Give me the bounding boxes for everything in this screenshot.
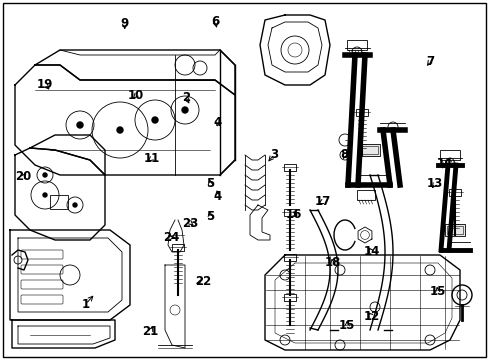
Bar [439, 150, 459, 160]
Bar [448, 189, 460, 196]
Text: 14: 14 [436, 157, 452, 170]
Bar [356, 190, 374, 200]
Circle shape [43, 173, 47, 177]
Bar [172, 244, 183, 251]
Circle shape [117, 127, 123, 133]
Text: 1: 1 [81, 298, 89, 311]
Circle shape [77, 122, 83, 128]
Text: 16: 16 [285, 208, 301, 221]
Circle shape [43, 193, 47, 197]
Text: 5: 5 [206, 177, 214, 190]
Bar [50, 195, 68, 209]
Text: 6: 6 [211, 15, 219, 28]
Text: 4: 4 [213, 116, 221, 129]
Text: 5: 5 [206, 210, 214, 222]
Text: 10: 10 [127, 89, 144, 102]
Text: 21: 21 [142, 325, 159, 338]
Text: 22: 22 [194, 275, 211, 288]
Circle shape [73, 203, 77, 207]
Text: 20: 20 [15, 170, 32, 183]
Text: 17: 17 [314, 195, 330, 208]
Text: 19: 19 [37, 78, 53, 91]
Text: 7: 7 [426, 55, 433, 68]
Text: 14: 14 [363, 246, 379, 258]
Text: 9: 9 [121, 17, 128, 30]
Bar [355, 109, 367, 116]
Bar [446, 226, 462, 234]
Text: 12: 12 [363, 310, 379, 323]
Bar [361, 146, 377, 154]
Text: 15: 15 [428, 285, 445, 298]
Text: 3: 3 [269, 148, 277, 161]
Bar [284, 254, 295, 261]
Text: 18: 18 [324, 256, 340, 269]
Text: 13: 13 [426, 177, 443, 190]
Text: 24: 24 [163, 231, 179, 244]
Text: 4: 4 [213, 190, 221, 203]
Text: 11: 11 [143, 152, 160, 165]
Text: 15: 15 [338, 319, 355, 332]
Circle shape [182, 107, 187, 113]
Bar [284, 209, 295, 216]
Bar [284, 164, 295, 171]
Bar [359, 144, 379, 156]
Text: 8: 8 [340, 148, 348, 161]
Bar [346, 40, 366, 50]
Text: 2: 2 [182, 91, 189, 104]
Bar [444, 224, 464, 236]
Bar [284, 294, 295, 301]
Text: 23: 23 [182, 217, 199, 230]
Circle shape [152, 117, 158, 123]
